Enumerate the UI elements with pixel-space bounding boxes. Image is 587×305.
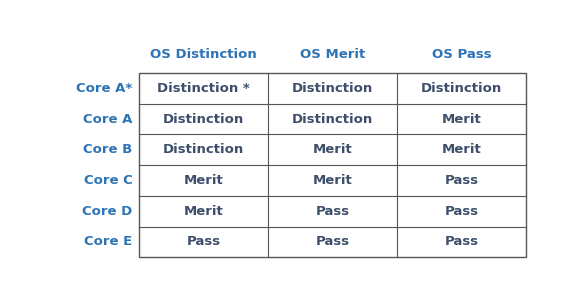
- Text: OS Distinction: OS Distinction: [150, 48, 257, 61]
- Text: Pass: Pass: [444, 235, 478, 249]
- Text: OS Pass: OS Pass: [432, 48, 491, 61]
- Text: Distinction: Distinction: [163, 113, 244, 126]
- Text: Merit: Merit: [313, 174, 353, 187]
- Text: Pass: Pass: [444, 174, 478, 187]
- Text: Distinction: Distinction: [163, 143, 244, 156]
- Text: Pass: Pass: [316, 235, 350, 249]
- Text: Core E: Core E: [85, 235, 133, 249]
- Text: Core C: Core C: [84, 174, 133, 187]
- Text: Distinction *: Distinction *: [157, 82, 250, 95]
- Text: Merit: Merit: [441, 113, 481, 126]
- Text: Merit: Merit: [184, 205, 224, 218]
- Text: Pass: Pass: [187, 235, 221, 249]
- Bar: [139, 73, 526, 257]
- Text: Distinction: Distinction: [421, 82, 502, 95]
- Text: Core A: Core A: [83, 113, 133, 126]
- Text: Core D: Core D: [82, 205, 133, 218]
- Text: Pass: Pass: [316, 205, 350, 218]
- Text: Merit: Merit: [441, 143, 481, 156]
- Text: Merit: Merit: [313, 143, 353, 156]
- Text: Pass: Pass: [444, 205, 478, 218]
- Text: Distinction: Distinction: [292, 82, 373, 95]
- Text: Core B: Core B: [83, 143, 133, 156]
- Text: Distinction: Distinction: [292, 113, 373, 126]
- Text: Merit: Merit: [184, 174, 224, 187]
- Text: OS Merit: OS Merit: [300, 48, 365, 61]
- Text: Core A*: Core A*: [76, 82, 133, 95]
